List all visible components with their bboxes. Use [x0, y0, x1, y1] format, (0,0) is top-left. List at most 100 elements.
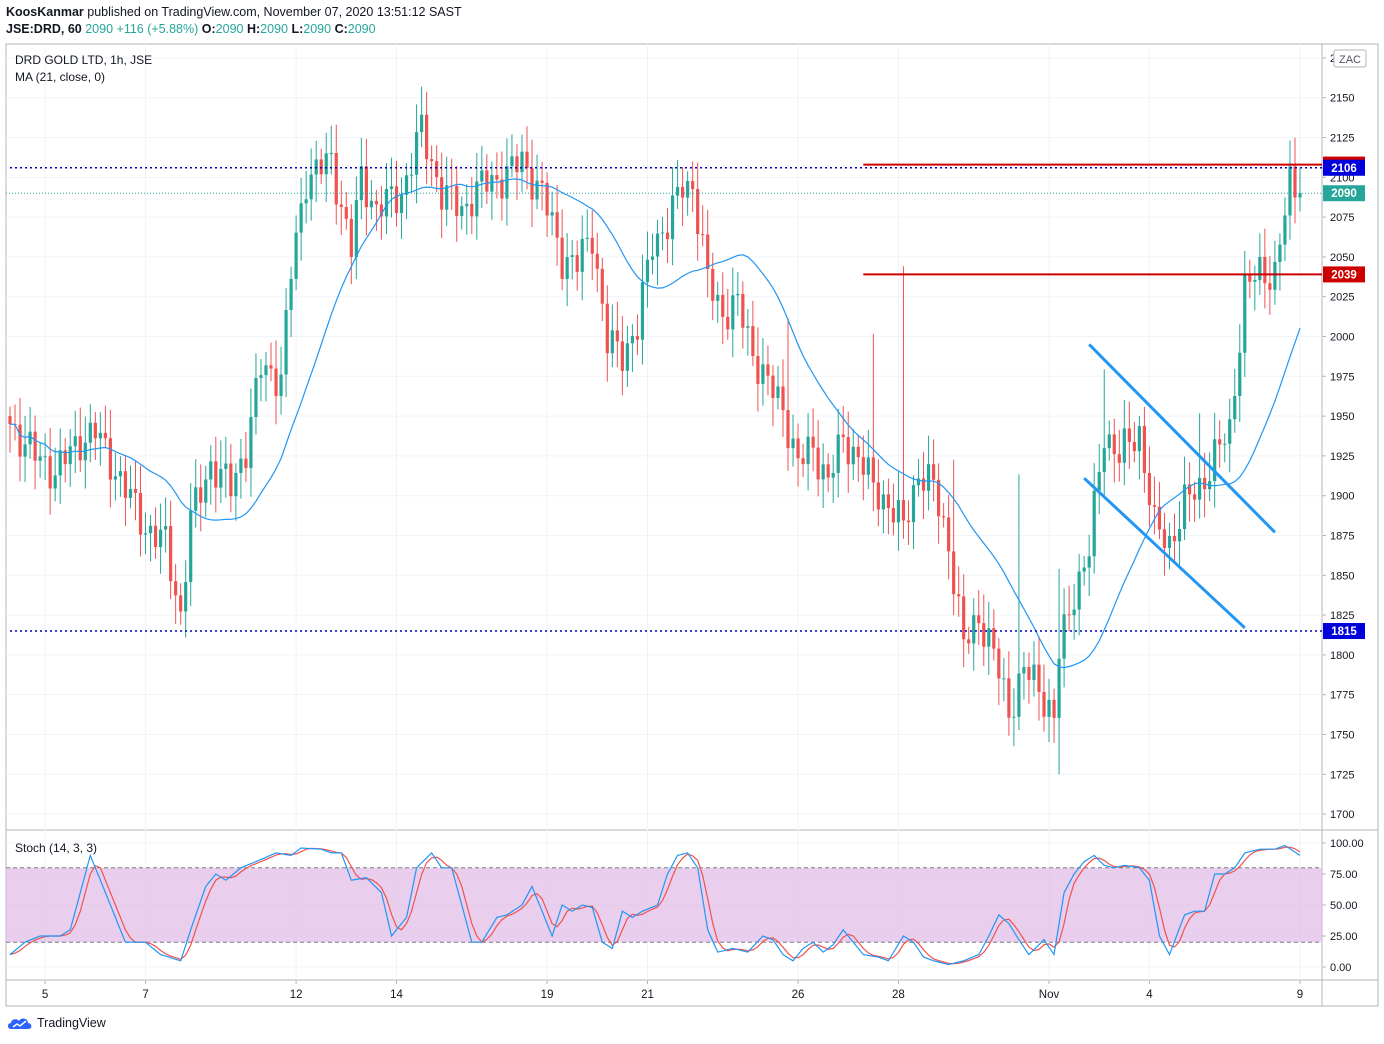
- candle-body: [987, 628, 991, 647]
- candle-body: [359, 166, 363, 201]
- time-axis[interactable]: 5 7 12 14 19 21 26 28 Nov 4 9: [42, 980, 1303, 1001]
- candle-body: [299, 203, 303, 233]
- candle-body: [374, 200, 379, 205]
- candle-body: [610, 330, 614, 354]
- candle-body: [761, 364, 765, 384]
- candle-body: [1187, 484, 1192, 495]
- currency-badge-text: ZAC: [1339, 54, 1361, 66]
- candle-body: [284, 309, 288, 375]
- candle-body: [650, 256, 655, 260]
- candle-body: [1127, 428, 1131, 442]
- price-tick-label: 1925: [1330, 451, 1354, 463]
- candle-body: [93, 422, 97, 439]
- candle-body: [796, 438, 800, 459]
- candle-body: [816, 447, 820, 480]
- candle-body: [861, 457, 865, 475]
- candle-body: [866, 457, 870, 475]
- candle-body: [389, 186, 394, 190]
- candle-body: [726, 316, 730, 330]
- ohlc-line: JSE:DRD, 60 2090 +116 (+5.88%) O:2090 H:…: [6, 22, 376, 36]
- candle-body: [936, 479, 941, 517]
- candle-body: [169, 526, 173, 582]
- candle-body: [1057, 658, 1061, 718]
- candle-body: [1102, 448, 1106, 473]
- candle-body: [329, 153, 333, 155]
- tradingview-logo[interactable]: TradingView: [7, 1016, 106, 1030]
- candle-body: [826, 464, 830, 478]
- candle-body: [88, 422, 92, 443]
- candle-body: [414, 132, 419, 175]
- candle-body: [63, 450, 67, 465]
- stoch-band-fill: [6, 867, 1322, 943]
- candle-body: [791, 438, 795, 449]
- candle-body: [1002, 678, 1006, 680]
- time-tick-label: 19: [541, 989, 554, 1001]
- candle-body: [239, 458, 243, 473]
- candle-body: [399, 194, 404, 214]
- candle-body: [555, 212, 559, 238]
- candle-body: [1042, 691, 1046, 717]
- candle-body: [736, 293, 740, 296]
- price-tick-label: 1975: [1330, 371, 1354, 383]
- stoch-legend: Stoch (14, 3, 3): [15, 841, 97, 855]
- candle-body: [1052, 699, 1056, 718]
- channel-lines[interactable]: [1083, 343, 1276, 629]
- symbol: JSE:DRD, 60: [6, 22, 82, 36]
- candle-body: [1132, 441, 1136, 452]
- candle-body: [620, 341, 624, 371]
- candle-body: [1233, 395, 1237, 420]
- price-tick-label: 2000: [1330, 332, 1354, 344]
- candle-body: [128, 489, 133, 498]
- candle-body: [1072, 609, 1076, 616]
- candle-body: [630, 336, 635, 344]
- time-tick-label: 21: [641, 989, 654, 1001]
- candle-body: [364, 166, 368, 208]
- candle-body: [741, 293, 745, 328]
- candle-body: [1298, 193, 1302, 198]
- channel-line: [1083, 477, 1246, 629]
- candle-body: [1152, 505, 1157, 507]
- candle-body: [1077, 571, 1081, 610]
- candle-body: [1092, 490, 1096, 557]
- candle-body: [334, 153, 338, 205]
- low-value: 2090: [303, 22, 332, 36]
- candle-body: [921, 478, 926, 491]
- ma-line: [9, 178, 1301, 669]
- candle-body: [766, 364, 770, 376]
- horizontal-lines[interactable]: [6, 163, 1322, 632]
- currency-badge[interactable]: [1333, 49, 1367, 68]
- candle-body: [1162, 529, 1167, 548]
- candle-body: [249, 417, 253, 469]
- candle-body: [419, 114, 424, 133]
- candle-body: [962, 596, 966, 640]
- candle-body: [495, 175, 499, 180]
- candle-body: [194, 487, 198, 511]
- candle-body: [1177, 529, 1182, 542]
- stoch-d-line: [9, 846, 1301, 965]
- candle-body: [681, 186, 685, 198]
- close-value: 2090: [347, 22, 376, 36]
- candle-body: [1238, 352, 1242, 396]
- candle-body: [1268, 283, 1272, 290]
- ma-path: [9, 178, 1301, 669]
- candle-body: [1218, 439, 1222, 445]
- candle-body: [942, 516, 946, 518]
- candle-body: [1283, 215, 1287, 245]
- candle-body: [219, 468, 223, 488]
- candle-body: [701, 234, 705, 236]
- candle-body: [771, 375, 775, 399]
- candle-body: [103, 432, 107, 439]
- time-tick-label: 14: [390, 989, 403, 1001]
- candle-body: [68, 446, 72, 465]
- candle-body: [470, 203, 474, 217]
- candle-body: [138, 492, 143, 535]
- candle-body: [952, 551, 956, 595]
- candle-body: [821, 464, 825, 480]
- candle-body: [686, 181, 690, 198]
- candle-body: [1248, 274, 1252, 282]
- candle-body: [635, 336, 640, 340]
- candle-body: [18, 424, 22, 457]
- candle-body: [259, 375, 263, 378]
- low-label: L:: [291, 22, 304, 36]
